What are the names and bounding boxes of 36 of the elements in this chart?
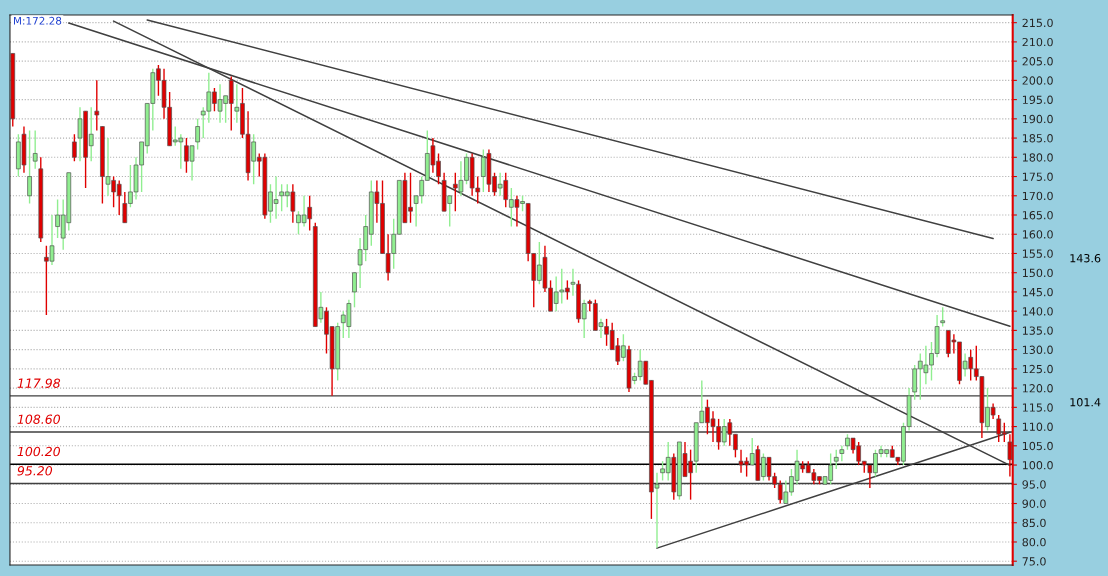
y-tick-label: 100.0 (1022, 461, 1053, 470)
y-tick-label: 105.0 (1022, 441, 1053, 451)
y-tick-label: 125.0 (1022, 364, 1053, 374)
y-tick-label: 190.0 (1022, 114, 1053, 124)
y-tick-label: 205.0 (1022, 57, 1053, 66)
ref-line-label: 117.98 (17, 378, 61, 388)
y-tick-label: 115.0 (1022, 403, 1053, 412)
text: 101.4 (1070, 398, 1101, 407)
text: 143.6 (1070, 254, 1101, 263)
y-tick-label: 135.0 (1022, 326, 1053, 335)
annotation: M:172.28 (14, 16, 62, 25)
y-tick-label: 165.0 (1022, 210, 1053, 220)
y-tick-label: 180.0 (1022, 153, 1053, 162)
y-tick-label: 155.0 (1022, 249, 1053, 258)
y-tick-label: 145.0 (1022, 287, 1053, 297)
y-tick-label: 215.0 (1022, 18, 1053, 28)
y-tick-label: 195.0 (1022, 95, 1053, 104)
y-tick-label: 185.0 (1022, 134, 1053, 143)
y-tick-label: 210.0 (1022, 37, 1053, 47)
y-tick-label: 130.0 (1022, 345, 1053, 355)
y-tick-label: 90.0 (1022, 499, 1046, 508)
y-tick-label: 80.0 (1022, 537, 1046, 547)
y-tick-label: 160.0 (1022, 230, 1053, 239)
ref-line-label: 108.60 (17, 414, 61, 424)
y-tick-label: 110.0 (1022, 422, 1053, 431)
y-tick-label: 175.0 (1022, 172, 1053, 181)
y-tick-label: 150.0 (1022, 268, 1053, 278)
y-tick-label: 170.0 (1022, 191, 1053, 201)
ref-line-label: 100.20 (17, 446, 61, 457)
y-tick-label: 95.0 (1022, 480, 1046, 489)
ref-line-label: 95.20 (17, 466, 53, 476)
y-tick-label: 140.0 (1022, 307, 1053, 316)
y-tick-label: 200.0 (1022, 76, 1053, 85)
y-tick-label: 120.0 (1022, 384, 1053, 393)
y-tick-label: 85.0 (1022, 518, 1046, 528)
y-tick-label: 75.0 (1022, 557, 1046, 566)
